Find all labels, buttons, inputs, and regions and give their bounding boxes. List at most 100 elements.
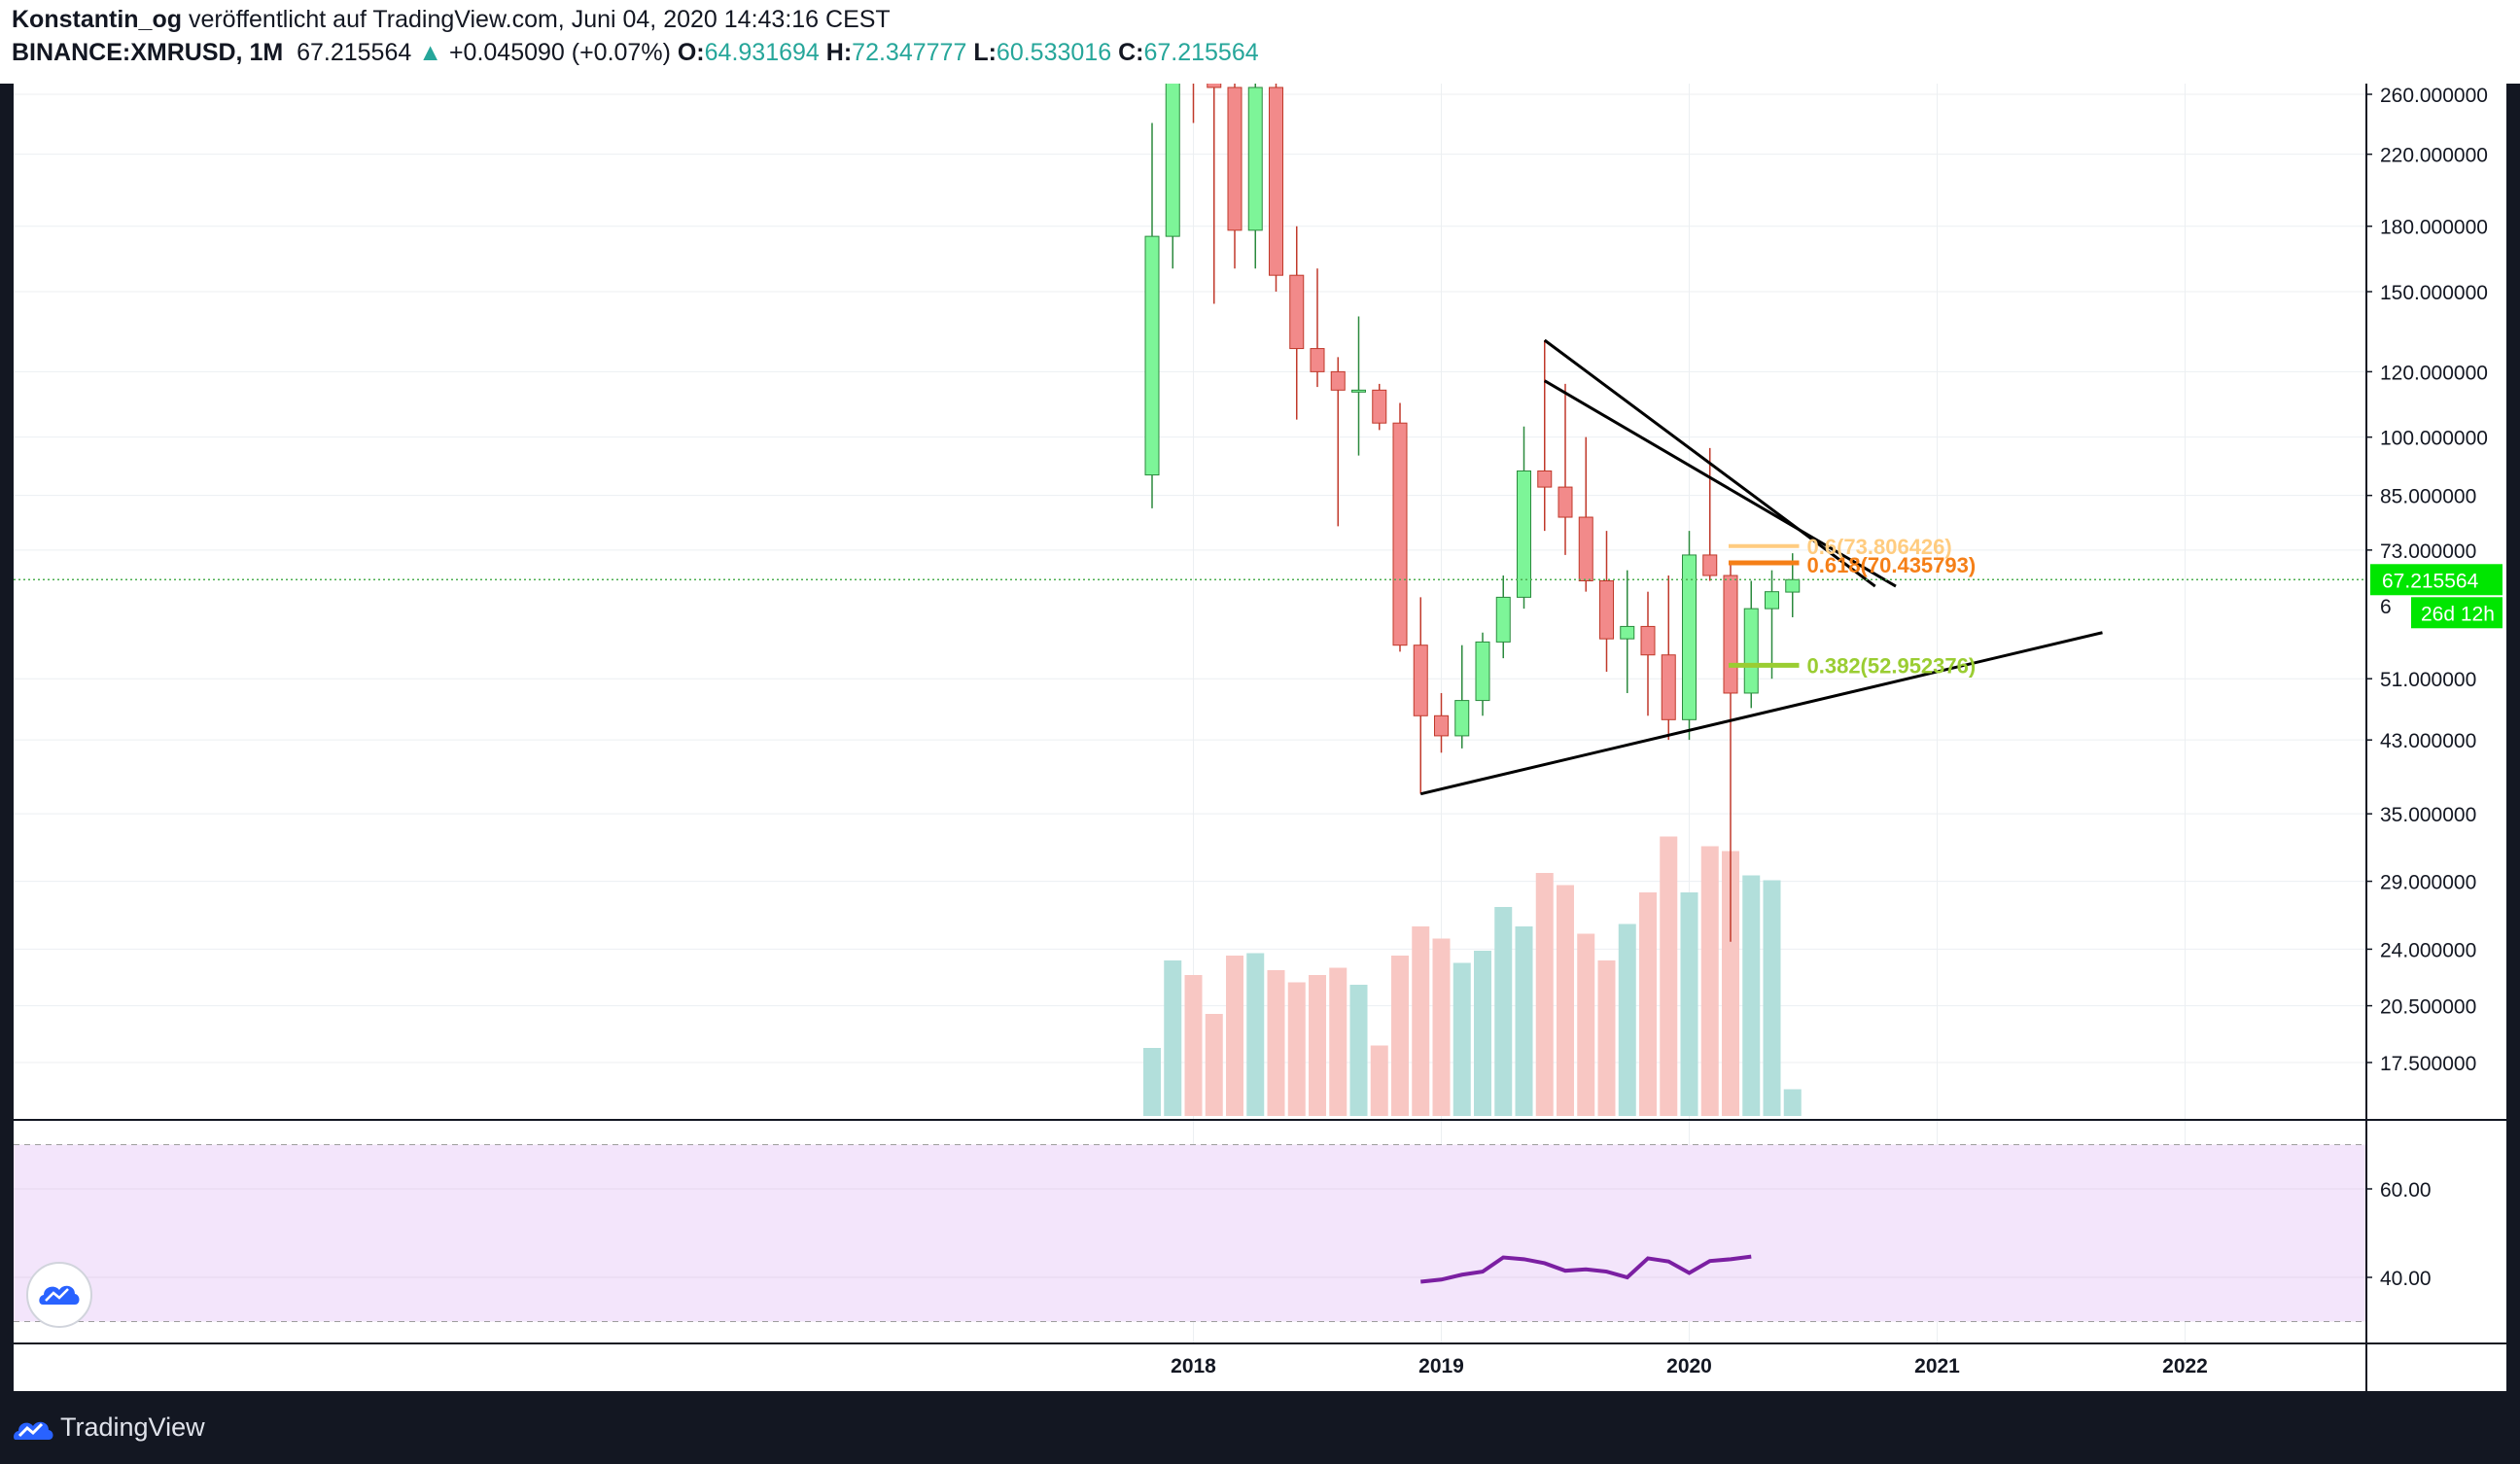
volume-bar: [1597, 960, 1616, 1116]
volume-bar: [1205, 1014, 1223, 1116]
volume-bar: [1452, 962, 1471, 1116]
open-value: 64.931694: [704, 39, 820, 66]
candle-body: [1310, 348, 1325, 372]
price-tick-label-partial: 6: [2380, 596, 2392, 618]
price-tick-label: 17.500000: [2380, 1053, 2476, 1075]
high-label: H:: [825, 39, 853, 66]
price-tick-label: 20.500000: [2380, 996, 2476, 1019]
time-tick-label: 2022: [2162, 1355, 2208, 1377]
rsi-band: [14, 1144, 2366, 1322]
countdown-badge-text: 26d 12h: [2421, 603, 2495, 625]
high-value: 72.347777: [852, 39, 967, 66]
candle-body: [1165, 84, 1180, 237]
price-tick-label: 85.000000: [2380, 486, 2476, 508]
low-value: 60.533016: [996, 39, 1112, 66]
price-tick-label: 120.000000: [2380, 362, 2488, 384]
volume-bar: [1700, 846, 1719, 1116]
candle-body: [1413, 645, 1428, 716]
last-price: 67.215564: [297, 39, 412, 66]
candle-body: [1434, 715, 1449, 737]
volume-bar: [1494, 907, 1513, 1116]
trend-line: [1543, 379, 1897, 588]
fib-0618-label: 0.618(70.435793): [1807, 553, 1977, 577]
countdown-badge: [2411, 597, 2502, 629]
chart-header: Konstantin_og veröffentlicht auf Trading…: [0, 0, 2520, 84]
candle-body: [1578, 516, 1593, 581]
fib-0382-label: 0.382(52.952376): [1807, 653, 1977, 678]
fib-upper-label: 0.6(73.806426): [1807, 535, 1952, 559]
time-tick-label: 2018: [1171, 1355, 1216, 1377]
candle-body: [1537, 470, 1553, 488]
volume-bar: [1432, 938, 1451, 1116]
candle-body: [1599, 579, 1614, 640]
volume-bar: [1349, 985, 1368, 1116]
volume-bar: [1474, 951, 1491, 1116]
candle-body: [1661, 654, 1676, 720]
candle-body: [1269, 87, 1283, 276]
close-value: 67.215564: [1143, 39, 1259, 66]
last-price-badge: [2370, 564, 2502, 596]
volume-bar: [1515, 926, 1533, 1116]
price-tick-label: 43.000000: [2380, 730, 2476, 752]
candle-body: [1289, 274, 1305, 350]
rsi-tick-label: 60.00: [2380, 1179, 2432, 1202]
price-tick-label: 220.000000: [2380, 145, 2488, 167]
volume-bar: [1680, 892, 1698, 1116]
volume-bar: [1164, 960, 1182, 1116]
volume-bar: [1618, 924, 1636, 1116]
candle-body: [1247, 87, 1263, 231]
price-tick-label: 180.000000: [2380, 217, 2488, 239]
volume-bar: [1184, 975, 1203, 1116]
volume-bar: [1143, 1048, 1161, 1116]
volume-bar: [1577, 933, 1595, 1116]
candle-body: [1517, 470, 1531, 598]
candle-body: [1392, 422, 1408, 646]
price-tick-label: 51.000000: [2380, 669, 2476, 691]
price-tick-label: 35.000000: [2380, 804, 2476, 826]
volume-bar: [1329, 967, 1348, 1116]
candle-body: [1743, 608, 1759, 694]
candle-body: [1640, 625, 1656, 656]
tradingview-logo-icon[interactable]: [12, 1411, 54, 1446]
candle-body: [1144, 235, 1160, 476]
candle-body: [1495, 596, 1511, 643]
change-value: +0.045090 (+0.07%): [448, 39, 671, 66]
price-series-group: [1143, 84, 2103, 1116]
volume-bar: [1660, 836, 1678, 1116]
trend-line: [1543, 338, 1876, 588]
footer: TradingView: [0, 1391, 2520, 1464]
ohlc-line: BINANCE:XMRUSD, 1M 67.215564 ▲ +0.045090…: [12, 39, 1259, 67]
symbol-label: BINANCE:XMRUSD, 1M: [12, 39, 284, 66]
floating-logo-icon-stroke: [45, 1288, 69, 1302]
candle-body: [1558, 486, 1573, 518]
chart-panel[interactable]: 0.6(73.806426) 0.618(70.435793) 0.382(52.9…: [14, 84, 2506, 1391]
change-up-icon: ▲: [418, 39, 442, 66]
volume-bar: [1783, 1089, 1802, 1116]
open-label: O:: [677, 39, 705, 66]
time-tick-label: 2019: [1418, 1355, 1464, 1377]
volume-bar: [1412, 926, 1430, 1116]
time-tick-label: 2021: [1914, 1355, 1960, 1377]
tradingview-brand[interactable]: TradingView: [60, 1412, 205, 1442]
candle-body: [1682, 554, 1697, 720]
price-tick-label: 260.000000: [2380, 85, 2488, 107]
volume-bar: [1226, 956, 1243, 1116]
candle-body: [1227, 87, 1242, 231]
trend-line: [1419, 631, 2103, 796]
low-label: L:: [973, 39, 997, 66]
volume-bar: [1309, 975, 1326, 1116]
candle-body: [1372, 389, 1387, 424]
candle-body: [1207, 84, 1222, 88]
candle-body: [1475, 641, 1490, 702]
author-name[interactable]: Konstantin_og: [12, 6, 182, 33]
rsi-line: [1420, 1254, 1752, 1284]
volume-bar: [1763, 880, 1781, 1116]
volume-bar: [1535, 873, 1554, 1116]
published-text: veröffentlicht auf TradingView.com, Juni…: [188, 6, 891, 33]
volume-bar: [1246, 953, 1265, 1116]
candle-body: [1723, 575, 1738, 694]
price-tick-label: 24.000000: [2380, 939, 2476, 961]
price-chart[interactable]: 0.6(73.806426)0.618(70.435793) 0.382(52.9…: [14, 84, 2506, 1391]
price-tick-label: 73.000000: [2380, 540, 2476, 563]
candle-body: [1330, 370, 1346, 391]
